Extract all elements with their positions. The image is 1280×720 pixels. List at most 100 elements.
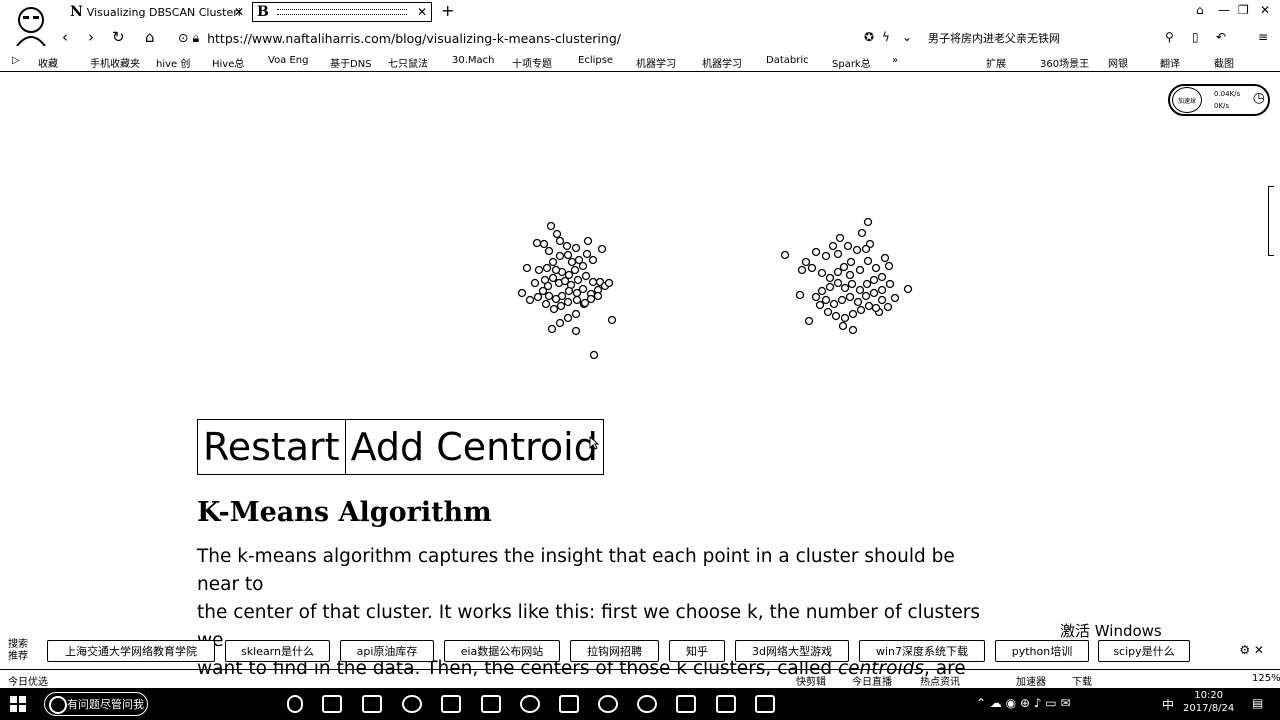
tab-active[interactable]: B ✕ (252, 2, 432, 22)
bookmark-item[interactable]: Spark总 (832, 59, 871, 70)
system-clock[interactable]: 10:20 2017/8/24 (1183, 689, 1234, 715)
bookmark-item[interactable]: 机器学习 (702, 59, 742, 70)
minimize-icon[interactable]: — (1218, 3, 1230, 17)
add-centroid-button[interactable]: Add Centroid (345, 420, 603, 474)
suggest-chip[interactable]: 3d网络大型游戏 (735, 640, 849, 662)
data-point-cluster-1 (544, 291, 554, 301)
data-point-cluster-1 (530, 278, 540, 288)
suggest-chip[interactable]: scipy是什么 (1098, 640, 1190, 662)
maximize-icon[interactable]: ❐ (1238, 3, 1249, 17)
kmeans-scatter-plot[interactable] (480, 200, 940, 400)
close-suggest-icon[interactable]: ⚙ ✕ (1239, 643, 1264, 657)
cortana-search[interactable]: 有问题尽管问我 (44, 692, 148, 716)
bank-button[interactable]: 网银 (1108, 59, 1128, 70)
data-point-cluster-1 (532, 238, 542, 248)
news-headline[interactable]: 男子将房内进老父亲无铁网 (928, 32, 1060, 45)
address-bar[interactable]: ⊙ 🔒︎ https://www.naftaliharris.com/blog/… (178, 28, 621, 48)
screenshot-button[interactable]: 截图 (1214, 59, 1234, 70)
windows-start-icon[interactable] (10, 696, 26, 712)
suggest-chip[interactable]: eia数据公布网站 (444, 640, 560, 662)
bookmark-item[interactable]: 十项专题 (512, 59, 552, 70)
compat-mode-icon[interactable]: ✪ (864, 30, 875, 44)
url-text: https://www.naftaliharris.com/blog/visua… (207, 30, 621, 46)
network-monitor-widget[interactable]: 加速球 0.04K/s 0K/s ◷ (1168, 84, 1270, 116)
status-item[interactable]: 下载 (1072, 677, 1092, 688)
data-point-cluster-2 (817, 268, 827, 278)
suggest-chip[interactable]: 拉钩网招聘 (570, 640, 659, 662)
data-point-cluster-2 (825, 282, 835, 292)
bookmarks-toggle-icon[interactable]: ▷ (12, 55, 20, 66)
forward-icon[interactable]: › (88, 28, 94, 46)
restart-button[interactable]: Restart (198, 420, 346, 474)
ime-indicator[interactable]: 中 (1162, 698, 1175, 712)
data-point-cluster-1 (542, 263, 552, 273)
bookmark-item[interactable]: 手机收藏夹 (90, 59, 140, 70)
side-panel-handle[interactable] (1268, 186, 1274, 256)
app-icon[interactable] (598, 695, 618, 713)
suggest-chip[interactable]: api原油库存 (340, 640, 434, 662)
text-fragment: , are (923, 658, 966, 679)
suggest-chip[interactable]: sklearn是什么 (225, 640, 330, 662)
status-item[interactable]: 快剪辑 (796, 677, 826, 688)
app-icon[interactable] (716, 695, 736, 713)
status-item[interactable]: 热点资讯 (920, 677, 960, 688)
accelerate-ball[interactable]: 加速球 (1172, 87, 1202, 113)
bookmark-item[interactable]: 收藏 (38, 59, 58, 70)
tab-favicon-icon: B (257, 4, 269, 20)
bookmark-item[interactable]: Databric (766, 55, 809, 66)
bookmark-item[interactable]: hive 创 (156, 59, 191, 70)
suggest-chip[interactable]: 上海交通大学网络教育学院 (47, 640, 215, 662)
home-icon[interactable]: ⌂ (145, 28, 155, 46)
task-view-icon[interactable] (322, 695, 342, 713)
menu-icon[interactable]: ≡ (1258, 30, 1269, 44)
status-item[interactable]: 今日直播 (852, 677, 892, 688)
bookmark-item[interactable]: 基于DNS (330, 59, 372, 70)
more-bookmarks-icon[interactable]: » (892, 55, 899, 66)
new-tab-icon[interactable]: + (441, 1, 455, 20)
edge-browser-icon[interactable] (402, 695, 422, 713)
app-icon[interactable] (676, 695, 696, 713)
skin-icon[interactable]: ⌂ (1196, 3, 1204, 17)
bookmark-item[interactable]: 七只鼠法 (388, 59, 428, 70)
data-point-cluster-1 (586, 294, 596, 304)
user-avatar-icon[interactable] (14, 6, 48, 46)
data-point-cluster-1 (597, 244, 607, 254)
notifications-icon[interactable]: ▤ (1252, 696, 1264, 710)
app-icon[interactable] (755, 695, 775, 713)
reload-icon[interactable]: ↻ (112, 28, 125, 46)
speed-mode-icon[interactable]: ϟ (882, 30, 890, 44)
translate-button[interactable]: 翻译 (1160, 59, 1180, 70)
bookmark-item[interactable]: Voa Eng (268, 55, 309, 66)
tab-dbscan[interactable]: N Visualizing DBSCAN Clusteri ✕ (70, 2, 248, 22)
suggest-chip[interactable]: python培训 (995, 640, 1089, 662)
tool-button[interactable]: 360场景王 (1040, 59, 1090, 70)
chrome-icon[interactable] (520, 695, 540, 713)
close-window-icon[interactable]: ✕ (1260, 3, 1271, 17)
tab-close-icon[interactable]: ✕ (233, 5, 244, 19)
extensions-button[interactable]: 扩展 (986, 59, 1006, 70)
app-icon[interactable] (481, 695, 501, 713)
app-icon[interactable] (559, 695, 579, 713)
tray-icons[interactable]: ⌃ ☁ ◉ ⊕ ♪ ▭ ✉ (976, 696, 1071, 710)
suggest-chip[interactable]: win7深度系统下载 (859, 640, 985, 662)
tab-close-icon[interactable]: ✕ (416, 5, 427, 19)
undo-icon[interactable]: ↶ (1216, 30, 1227, 44)
bookmark-item[interactable]: 30.Mach (452, 55, 495, 66)
suggest-chip[interactable]: 知乎 (669, 640, 725, 662)
chat-icon[interactable] (637, 695, 657, 713)
status-item[interactable]: 加速器 (1016, 677, 1046, 688)
search-icon[interactable]: ⚲ (1165, 30, 1174, 44)
bookmark-item[interactable]: Hive总 (212, 59, 245, 70)
bookmark-item[interactable]: Eclipse (578, 55, 614, 66)
bookmark-item[interactable]: 机器学习 (636, 59, 676, 70)
microphone-icon[interactable] (287, 695, 303, 713)
chevron-down-icon[interactable]: ⌄ (902, 30, 913, 44)
file-explorer-icon[interactable] (362, 695, 382, 713)
mobile-icon[interactable]: ▯ (1192, 30, 1199, 44)
back-icon[interactable]: ‹ (62, 28, 68, 46)
today-picks[interactable]: 今日优选 (8, 677, 48, 688)
speedometer-icon[interactable]: ◷ (1252, 90, 1265, 106)
paragraph-line: want to find in the data. Then, the cent… (197, 655, 997, 683)
store-icon[interactable] (441, 695, 461, 713)
zoom-level[interactable]: 125% (1252, 673, 1280, 684)
